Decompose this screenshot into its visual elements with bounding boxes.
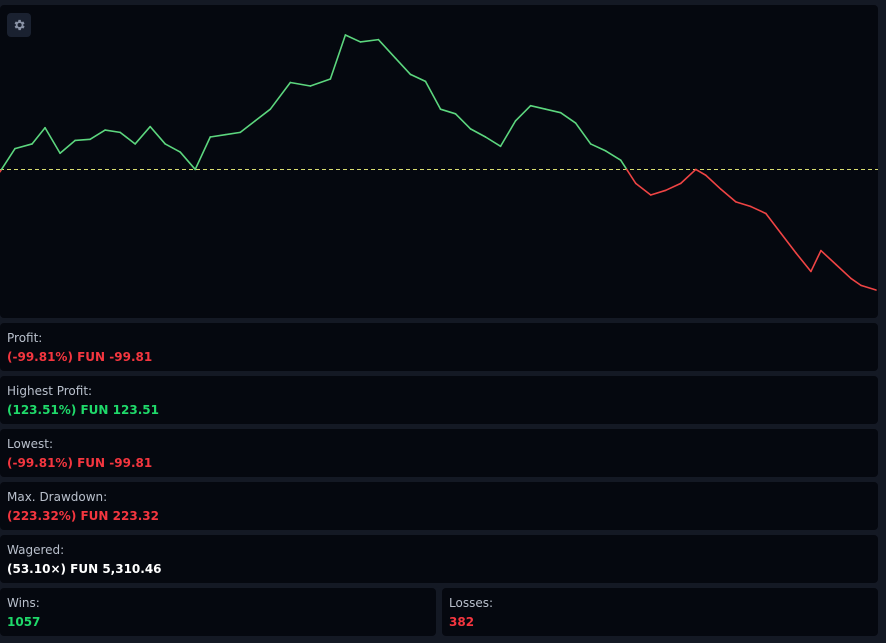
profit-line-segment xyxy=(149,125,166,145)
profit-line-segment xyxy=(224,131,242,136)
profit-line-segment xyxy=(194,136,212,171)
profit-label: Profit: xyxy=(7,331,43,345)
profit-line-segment xyxy=(499,119,517,148)
loss-line-segment xyxy=(835,263,852,280)
profit-line-segment xyxy=(14,143,33,150)
profit-line-segment xyxy=(484,136,502,148)
loss-line-segment xyxy=(860,284,877,291)
loss-line-segment xyxy=(765,212,782,235)
profit-line-segment xyxy=(74,138,91,142)
profit-line-segment xyxy=(589,143,607,152)
profit-line-segment xyxy=(31,126,46,145)
loss-line-segment xyxy=(664,182,682,192)
lowest-label: Lowest: xyxy=(7,437,54,451)
profit-chart xyxy=(0,34,878,291)
wins-value: 1057 xyxy=(7,615,41,629)
loss-line-segment xyxy=(694,168,707,177)
loss-line-segment xyxy=(679,168,697,185)
highest-profit-value: (123.51%) FUN 123.51 xyxy=(7,403,159,417)
profit-value: (-99.81%) FUN -99.81 xyxy=(7,350,153,364)
profit-line-segment xyxy=(89,129,106,141)
profit-line-segment xyxy=(619,159,628,171)
profit-line-segment xyxy=(377,38,397,59)
losses-stat: Losses: 382 xyxy=(442,588,878,636)
wagered-value: (53.10×) FUN 5,310.46 xyxy=(7,562,162,576)
lowest-stat: Lowest: (-99.81%) FUN -99.81 xyxy=(0,429,878,477)
profit-line-segment xyxy=(409,73,427,83)
profit-line-segment xyxy=(119,131,136,145)
loss-line-segment xyxy=(634,182,652,196)
profit-line-segment xyxy=(454,113,472,130)
loss-line-segment xyxy=(735,201,752,208)
loss-line-segment xyxy=(625,168,637,185)
profit-stat: Profit: (-99.81%) FUN -99.81 xyxy=(0,323,878,371)
highest-profit-label: Highest Profit: xyxy=(7,384,93,398)
profit-line-segment xyxy=(209,133,227,138)
profit-line-segment xyxy=(559,111,577,124)
profit-line-segment xyxy=(469,128,487,138)
loss-line-segment xyxy=(820,249,837,266)
profit-line-segment xyxy=(329,34,347,80)
profit-line-segment xyxy=(104,129,121,134)
wagered-label: Wagered: xyxy=(7,543,65,557)
wins-stat: Wins: 1057 xyxy=(0,588,436,636)
profit-line-segment xyxy=(529,104,547,110)
loss-line-segment xyxy=(750,205,767,215)
lowest-value: (-99.81%) FUN -99.81 xyxy=(7,456,153,470)
profit-line-segment xyxy=(44,126,61,155)
profit-line-segment xyxy=(344,34,362,43)
losses-label: Losses: xyxy=(449,596,493,610)
loss-line-segment xyxy=(720,188,737,203)
profit-line-segment xyxy=(514,104,532,122)
loss-line-segment xyxy=(649,189,667,196)
gear-icon xyxy=(14,19,25,31)
profit-line-segment xyxy=(544,108,562,114)
profit-line-segment xyxy=(604,150,622,161)
profit-line-segment xyxy=(289,81,312,87)
profit-line-segment xyxy=(309,78,332,87)
max-drawdown-label: Max. Drawdown: xyxy=(7,490,108,504)
wagered-stat: Wagered: (53.10×) FUN 5,310.46 xyxy=(0,535,878,583)
settings-button[interactable] xyxy=(7,13,31,37)
losses-value: 382 xyxy=(449,615,475,629)
profit-line-segment xyxy=(0,147,16,171)
profit-line-segment xyxy=(134,125,151,145)
max-drawdown-stat: Max. Drawdown: (223.32%) FUN 223.32 xyxy=(0,482,878,530)
profit-chart-panel xyxy=(0,5,878,318)
max-drawdown-value: (223.32%) FUN 223.32 xyxy=(7,509,159,523)
loss-line-segment xyxy=(795,252,812,273)
profit-line-segment xyxy=(439,108,457,115)
loss-line-segment xyxy=(780,232,797,254)
loss-line-segment xyxy=(850,277,862,287)
loss-line-segment xyxy=(705,174,722,190)
profit-line-segment xyxy=(164,143,182,153)
profit-line-segment xyxy=(179,151,197,171)
profit-line-segment xyxy=(239,119,257,134)
profit-line-segment xyxy=(574,122,592,145)
profit-line-segment xyxy=(359,38,380,43)
profit-line-segment xyxy=(394,57,412,76)
profit-line-segment xyxy=(254,108,272,122)
profit-line-segment xyxy=(424,80,442,110)
loss-line-segment xyxy=(810,249,822,273)
profit-line-segment xyxy=(59,139,76,155)
highest-profit-stat: Highest Profit: (123.51%) FUN 123.51 xyxy=(0,376,878,424)
wins-label: Wins: xyxy=(7,596,40,610)
profit-line-segment xyxy=(269,81,292,110)
